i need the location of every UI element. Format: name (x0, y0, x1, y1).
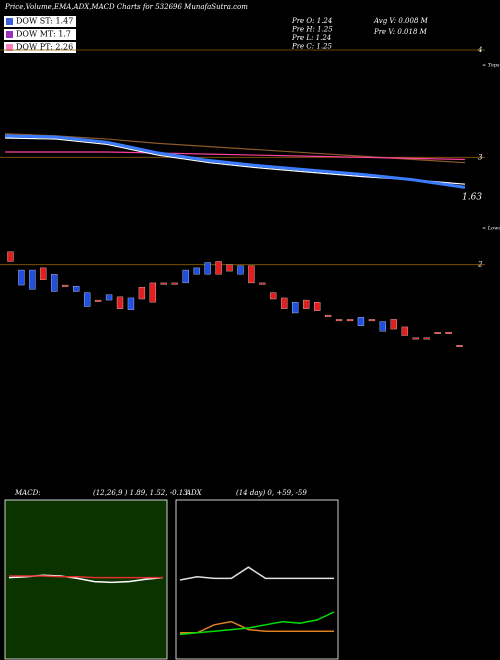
candle (313, 302, 321, 311)
annotation: 1.63 (462, 193, 482, 203)
indicator-line (9, 575, 163, 579)
prev-value: Pre H: 1.25 (291, 26, 333, 34)
candle (445, 332, 452, 334)
panel-subtitle: (14 day) 0, +59, -59 (236, 489, 307, 497)
legend-label: DOW MT: 1.7 (16, 30, 71, 39)
candle (215, 261, 222, 275)
candle (62, 284, 69, 287)
candle (379, 321, 387, 332)
candle (346, 319, 354, 322)
candle (281, 297, 288, 309)
candle (270, 292, 277, 300)
prev-value: Pre O: 1.24 (291, 17, 332, 25)
candle (51, 274, 58, 292)
candle (303, 299, 310, 309)
candle (423, 337, 430, 340)
annotation: < Tops (482, 63, 500, 69)
ema-line (4, 134, 466, 189)
candle (138, 287, 146, 300)
candle (204, 262, 211, 275)
candle (83, 292, 91, 307)
y-tick-label: 3 (478, 153, 483, 161)
indicator-line (179, 611, 335, 636)
candle (434, 332, 441, 334)
indicator-line (180, 620, 334, 634)
indicator-line (179, 566, 334, 581)
candle (248, 265, 255, 284)
candle (401, 326, 408, 336)
panel (175, 499, 339, 660)
candle (40, 267, 47, 280)
candle (94, 299, 102, 302)
candle (105, 294, 113, 301)
legend-box (4, 16, 76, 27)
panel-title: ADX (185, 489, 203, 497)
candle (193, 267, 200, 275)
candle (160, 282, 167, 285)
candle (390, 319, 397, 330)
volume-value: Pre V: 0.018 M (373, 28, 428, 36)
y-tick-label: 2 (477, 261, 483, 269)
legend-swatch (6, 18, 13, 25)
prev-value: Pre L: 1.24 (291, 34, 331, 42)
legend-label: DOW ST: 1.47 (16, 17, 73, 26)
candle (29, 269, 36, 290)
candle (456, 345, 463, 347)
y-tick-label: 4 (477, 46, 482, 54)
legend-label: DOW PT: 2.26 (16, 43, 73, 52)
volume-value: Avg V: 0.008 M (373, 17, 429, 25)
chart-title: Price,Volume,EMA,ADX,MACD Charts for 532… (4, 3, 248, 11)
prev-value: Pre C: 1.25 (291, 43, 332, 51)
candle (368, 319, 376, 322)
candle (335, 319, 343, 322)
candle (259, 282, 266, 285)
panel-title: MACD: (14, 489, 41, 497)
candle (73, 285, 80, 292)
legend-swatch (6, 31, 13, 38)
legend-box (4, 42, 76, 53)
candle (237, 265, 244, 275)
legend-box (4, 29, 76, 40)
candle (171, 282, 178, 285)
panel-subtitle: (12,26,9 ) 1.89, 1.52, -0.13 (93, 489, 188, 497)
ema-line (5, 151, 466, 161)
annotation: < Lows (482, 226, 500, 232)
candle (182, 269, 189, 284)
candle (18, 269, 25, 286)
candle (357, 317, 365, 326)
legend-swatch (6, 44, 13, 51)
candle (127, 297, 135, 310)
candle (324, 314, 332, 317)
candle (7, 251, 14, 262)
candle (149, 282, 157, 303)
candle (412, 337, 419, 340)
candle (116, 296, 124, 309)
candle (226, 264, 233, 272)
candle (292, 302, 299, 314)
